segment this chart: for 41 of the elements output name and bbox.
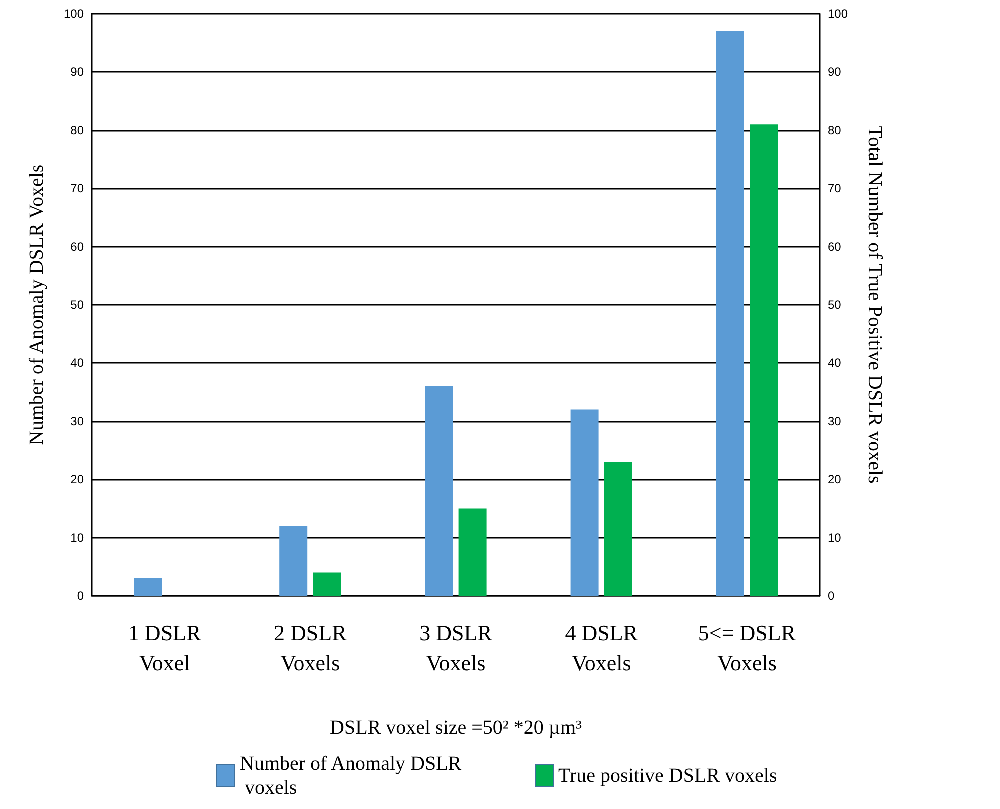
y-tick-label: 80	[70, 123, 84, 138]
bar	[458, 508, 487, 596]
bar	[313, 572, 342, 596]
y-tick-label: 20	[70, 472, 84, 487]
bar	[716, 31, 744, 596]
y2-tick-label: 70	[828, 182, 842, 196]
y2-tick-label: 40	[828, 356, 842, 370]
y2-tick-label: 0	[828, 589, 835, 603]
y2-tick-label: 60	[828, 240, 842, 254]
bar	[425, 386, 454, 596]
x-axis-title: DSLR voxel size =50² *20 µm³	[330, 717, 582, 739]
y2-tick-label: 20	[828, 472, 842, 487]
x-tick-label: 4 DSLR Voxels	[565, 620, 638, 676]
y2-tick-label: 80	[828, 123, 842, 138]
bar	[750, 124, 778, 596]
legend-label: True positive DSLR voxels	[558, 765, 778, 787]
y-tick-label: 70	[70, 182, 84, 196]
y2-tick-label: 90	[828, 65, 842, 80]
bar	[570, 410, 599, 596]
y2-tick-label: 30	[828, 414, 842, 428]
y-tick-label: 100	[64, 7, 84, 21]
y2-tick-label: 100	[828, 7, 848, 21]
bar	[134, 578, 162, 596]
y2-tick-label: 50	[828, 298, 842, 312]
x-tick-label: 1 DSLR Voxel	[128, 620, 202, 676]
x-tick-label: 3 DSLR Voxels	[420, 620, 493, 676]
legend-label: Number of Anomaly DSLR voxels	[240, 753, 462, 799]
y-tick-label: 50	[70, 298, 84, 312]
y-tick-label: 10	[70, 530, 84, 545]
y-tick-label: 30	[70, 414, 84, 428]
y-tick-label: 0	[77, 589, 84, 603]
y-tick-label: 60	[70, 240, 84, 254]
y-tick-label: 90	[70, 65, 84, 80]
x-tick-label: 2 DSLR Voxels	[274, 620, 348, 676]
bar	[280, 526, 308, 596]
y-axis-title: Number of Anomaly DSLR Voxels	[26, 164, 48, 446]
x-tick-label: 5<= DSLR Voxels	[698, 620, 796, 676]
y2-tick-label: 10	[828, 530, 842, 545]
y-tick-label: 40	[70, 356, 84, 370]
bar	[604, 462, 632, 596]
y2-axis-title: Total Number of True Positive DSLR voxels	[864, 126, 886, 484]
